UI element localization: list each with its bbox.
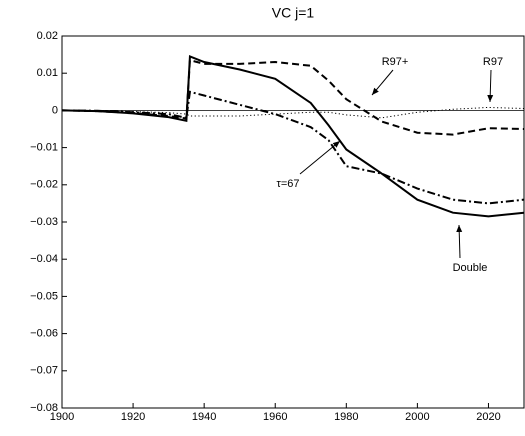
y-tick-label: −0.02 bbox=[30, 179, 58, 191]
series-line bbox=[61, 58, 525, 136]
y-tick-label: −0.03 bbox=[30, 216, 58, 228]
series-line bbox=[61, 90, 525, 205]
x-tick-label: 1980 bbox=[334, 411, 358, 423]
x-tick-label: 1960 bbox=[263, 411, 287, 423]
annotation: R97 bbox=[483, 56, 503, 68]
y-tick-label: 0 bbox=[52, 104, 58, 116]
x-tick-label: 2000 bbox=[405, 411, 429, 423]
annotation-arrow bbox=[299, 140, 341, 175]
x-tick-label: 1940 bbox=[192, 411, 216, 423]
annotation-arrow bbox=[487, 69, 494, 103]
x-tick-label: 1920 bbox=[121, 411, 145, 423]
x-tick-label: 2020 bbox=[476, 411, 500, 423]
annotation-arrow bbox=[371, 69, 394, 96]
series-line bbox=[61, 55, 525, 218]
annotation: Double bbox=[453, 262, 488, 274]
y-tick-label: 0.01 bbox=[37, 67, 58, 79]
y-tick-label: −0.07 bbox=[30, 365, 58, 377]
chart-title: VC j=1 bbox=[272, 5, 315, 21]
y-tick-label: 0.02 bbox=[37, 30, 58, 42]
y-tick-label: −0.04 bbox=[30, 253, 58, 265]
x-tick-label: 1900 bbox=[50, 411, 74, 423]
annotation-arrow bbox=[456, 224, 463, 259]
y-tick-label: −0.01 bbox=[30, 142, 58, 154]
annotation: τ=67 bbox=[276, 178, 299, 190]
y-tick-label: −0.05 bbox=[30, 290, 58, 302]
y-tick-label: −0.08 bbox=[30, 402, 58, 414]
annotation: R97+ bbox=[382, 56, 409, 68]
y-tick-label: −0.06 bbox=[30, 328, 58, 340]
